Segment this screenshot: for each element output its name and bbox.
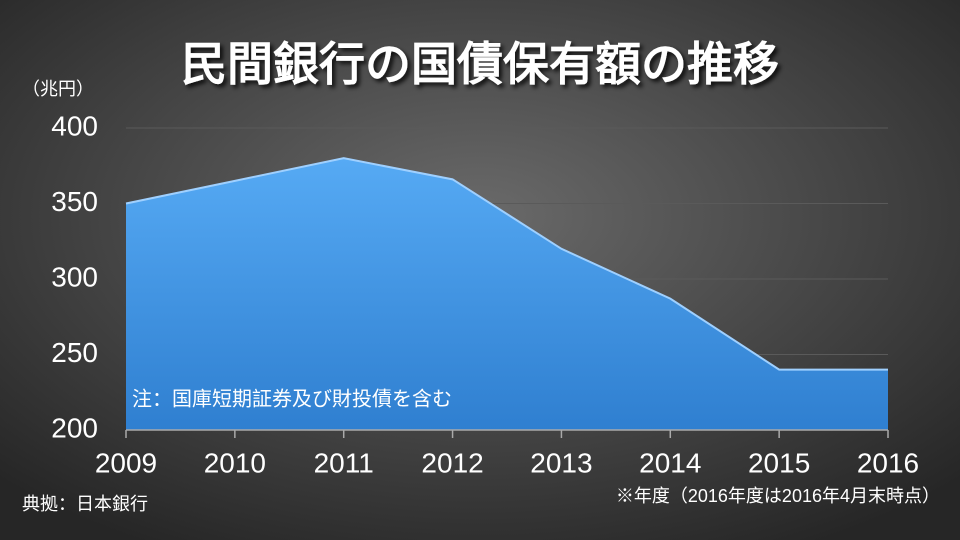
x-tick-label: 2016 (857, 447, 919, 478)
y-tick-label: 350 (51, 186, 98, 217)
area (126, 158, 888, 430)
x-tick-label: 2012 (421, 447, 483, 478)
chart-title: 民間銀行の国債保有額の推移 (181, 38, 779, 90)
x-tick-label: 2011 (314, 447, 374, 478)
y-tick-label: 200 (51, 412, 98, 443)
unit-label: （兆円） (22, 79, 94, 99)
note: 注：国庫短期証券及び財投債を含む (132, 387, 452, 410)
source: 典拠：日本銀行 (22, 494, 148, 514)
x-tick-label: 2009 (95, 447, 157, 478)
x-tick-label: 2013 (530, 447, 592, 478)
y-tick-label: 400 (51, 110, 98, 141)
y-tick-label: 300 (51, 261, 98, 292)
y-tick-label: 250 (51, 337, 98, 368)
x-tick-label: 2014 (639, 447, 701, 478)
x-tick-label: 2015 (748, 447, 810, 478)
footnote: ※年度（2016年度は2016年4月末時点） (616, 486, 940, 506)
area-edge (125, 157, 888, 371)
x-tick-label: 2010 (204, 447, 266, 478)
